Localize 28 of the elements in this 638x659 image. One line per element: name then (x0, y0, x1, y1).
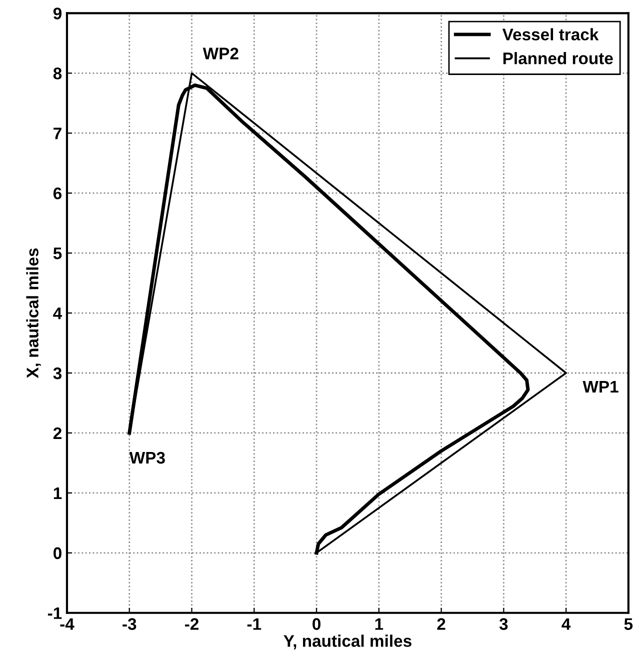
annotation: WP1 (582, 380, 618, 392)
x-tick-label: 0 (312, 618, 320, 630)
legend-label: Vessel track (502, 28, 599, 40)
y-tick-label: 3 (53, 367, 62, 380)
y-tick-label: 4 (53, 308, 62, 320)
y-axis-title: X, nautical miles (26, 248, 41, 378)
y-tick-label: 9 (53, 8, 62, 20)
x-tick-label: 2 (437, 618, 446, 630)
x-tick-label: -1 (247, 618, 262, 630)
legend-label: Planned route (503, 52, 613, 64)
x-tick-label: 3 (499, 618, 508, 630)
y-tick-label: 5 (53, 248, 62, 260)
y-tick-label: 2 (53, 427, 62, 439)
y-tick-label: 1 (54, 488, 62, 499)
annotation: WP2 (202, 48, 238, 60)
x-axis-title: Y, nautical miles (284, 634, 412, 650)
x-tick-label: 1 (375, 618, 384, 630)
x-tick-label: -3 (122, 618, 136, 630)
x-tick-label: 4 (562, 618, 571, 630)
y-tick-label: 7 (54, 128, 62, 140)
y-tick-label: -1 (48, 607, 62, 619)
x-tick-label: -4 (60, 618, 74, 630)
x-tick-label: -2 (184, 618, 198, 630)
y-tick-label: 8 (53, 68, 62, 80)
annotation: WP3 (129, 452, 165, 464)
x-tick-label: 5 (624, 618, 633, 630)
y-tick-label: 6 (53, 187, 62, 200)
y-tick-label: 0 (54, 547, 62, 560)
